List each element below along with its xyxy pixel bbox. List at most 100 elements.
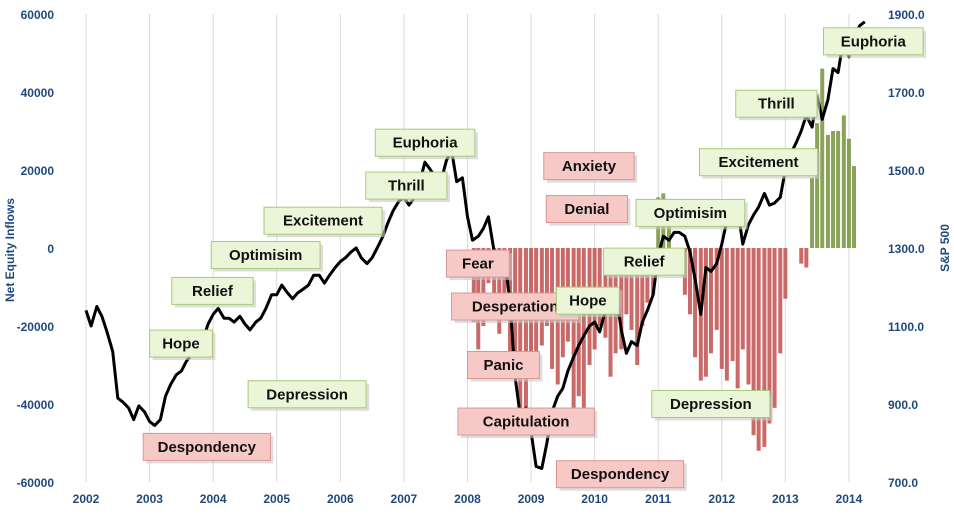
outflow-bar	[571, 248, 576, 432]
sentiment-label-text: Depression	[266, 386, 348, 403]
outflow-bar	[471, 248, 476, 323]
sentiment-label-text: Depression	[670, 396, 752, 413]
sentiment-label-text: Thrill	[758, 96, 795, 113]
y-tick-label: -60000	[17, 476, 55, 490]
x-tick-label: 2014	[836, 492, 863, 506]
outflow-bar	[783, 248, 788, 299]
y2-tick-label: 1900.0	[888, 8, 925, 22]
sentiment-label-text: Denial	[564, 201, 609, 218]
sentiment-label-thrill: Thrill	[735, 89, 820, 121]
sentiment-label-text: Despondency	[571, 466, 670, 483]
outflow-bar	[581, 248, 586, 412]
sentiment-label-thrill: Thrill	[365, 171, 450, 203]
outflow-bar	[687, 248, 692, 315]
y-tick-label: -40000	[17, 398, 55, 412]
inflow-bar	[831, 131, 836, 248]
y-tick-label: 40000	[21, 86, 55, 100]
outflow-bar	[767, 248, 772, 424]
x-tick-label: 2013	[772, 492, 799, 506]
y2-tick-label: 900.0	[888, 398, 918, 412]
sentiment-label-text: Capitulation	[483, 414, 570, 431]
outflow-bar	[635, 248, 640, 365]
sentiment-label-relief: Relief	[171, 276, 257, 308]
sentiment-label-text: Euphoria	[841, 33, 907, 50]
y-tick-label: 0	[47, 242, 54, 256]
sentiment-label-excitement: Excitement	[263, 206, 386, 238]
outflow-bar	[751, 248, 756, 436]
sentiment-label-text: Thrill	[388, 178, 425, 195]
inflow-bar	[836, 131, 841, 248]
x-tick-label: 2003	[136, 492, 163, 506]
y2-tick-label: 1700.0	[888, 86, 925, 100]
x-tick-label: 2004	[200, 492, 227, 506]
sentiment-label-despondency: Despondency	[555, 460, 687, 491]
outflow-bar	[740, 248, 745, 350]
outflow-bar	[730, 248, 735, 362]
y2-tick-label: 700.0	[888, 476, 918, 490]
outflow-bar	[640, 248, 645, 326]
inflow-bar	[846, 138, 851, 248]
outflow-bar	[746, 248, 751, 385]
y-tick-label: 60000	[21, 8, 55, 22]
x-tick-label: 2008	[454, 492, 481, 506]
x-tick-label: 2010	[581, 492, 608, 506]
outflow-bar	[624, 248, 629, 315]
outflow-bar	[544, 248, 549, 326]
inflow-bar	[825, 134, 830, 248]
outflow-bar	[703, 248, 708, 377]
outflow-bar	[756, 248, 761, 451]
sentiment-label-text: Hope	[162, 336, 200, 353]
sentiment-label-despondency: Despondency	[142, 432, 274, 464]
outflow-bar	[724, 248, 729, 381]
sentiment-label-text: Optimisim	[229, 247, 302, 264]
y-axis-ticks: 60000 40000 20000 0 -20000 -40000 -60000	[17, 8, 55, 490]
sentiment-label-hope: Hope	[555, 286, 623, 318]
y2-tick-label: 1500.0	[888, 164, 925, 178]
sentiment-label-euphoria: Euphoria	[822, 27, 927, 58]
outflow-bar	[481, 248, 486, 326]
sentiment-label-text: Fear	[462, 256, 494, 273]
x-axis-ticks: 2002 2003 2004 2005 2006 2007 2008 2009 2010 2011…	[73, 492, 863, 506]
inflow-bar	[815, 123, 820, 248]
outflow-bar	[804, 248, 809, 268]
x-tick-label: 2002	[73, 492, 100, 506]
outflow-bar	[629, 248, 634, 330]
sentiment-label-excitement: Excitement	[699, 148, 821, 179]
outflow-bar	[693, 248, 698, 358]
x-tick-label: 2011	[645, 492, 671, 506]
sentiment-label-text: Panic	[483, 357, 523, 374]
sentiment-label-denial: Denial	[545, 195, 631, 226]
y2-axis-title: S&P 500	[938, 224, 952, 272]
y-axis-title: Net Equity Inflows	[3, 198, 17, 302]
outflow-bar	[502, 248, 507, 315]
sentiment-label-depression: Depression	[247, 380, 370, 411]
outflow-bar	[719, 248, 724, 369]
inflow-bar	[810, 177, 815, 248]
sentiment-label-text: Excitement	[718, 154, 798, 171]
inflow-bar	[852, 166, 857, 248]
sentiment-label-text: Relief	[192, 283, 234, 300]
x-tick-label: 2007	[391, 492, 418, 506]
sentiment-label-capitulation: Capitulation	[457, 407, 598, 439]
sentiment-label-fear: Fear	[445, 249, 513, 281]
outflow-bar	[778, 248, 783, 354]
outflow-bar	[762, 248, 767, 447]
inflow-bar	[820, 68, 825, 248]
x-tick-label: 2006	[327, 492, 354, 506]
sentiment-label-text: Despondency	[158, 439, 257, 456]
y2-tick-label: 1300.0	[888, 242, 925, 256]
sentiment-label-text: Optimisim	[654, 205, 727, 222]
outflow-bar	[518, 248, 523, 424]
outflow-bar	[714, 248, 719, 330]
y2-tick-label: 1100.0	[888, 320, 924, 334]
sentiment-label-relief: Relief	[603, 247, 688, 279]
sentiment-label-text: Euphoria	[393, 135, 459, 152]
sentiment-label-text: Anxiety	[562, 158, 617, 175]
inflow-bar	[841, 115, 846, 249]
sentiment-label-panic: Panic	[466, 351, 543, 382]
x-tick-label: 2012	[708, 492, 735, 506]
x-tick-label: 2005	[263, 492, 290, 506]
sentiment-label-optimisim: Optimisim	[210, 241, 324, 272]
outflow-bar	[523, 248, 528, 412]
